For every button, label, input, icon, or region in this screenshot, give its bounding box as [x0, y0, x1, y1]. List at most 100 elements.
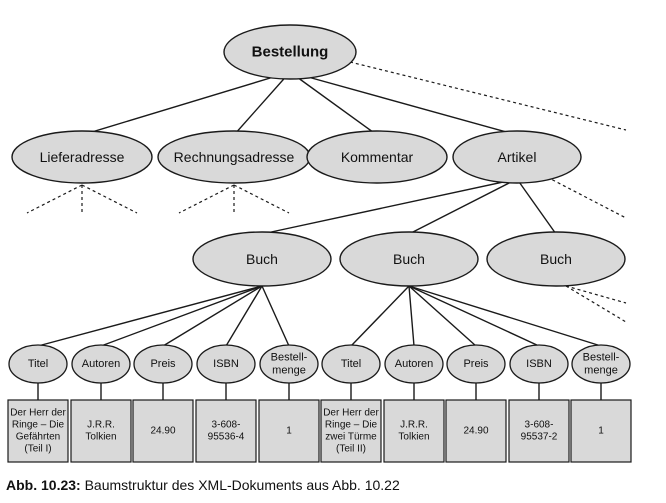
field-node-label: Preis	[463, 358, 489, 370]
leaf-value-box	[508, 399, 570, 463]
field-node-label: Preis	[150, 358, 176, 370]
node-buch-1: Buch	[192, 231, 332, 287]
edge-artikel-buch3	[516, 178, 557, 235]
node-artikel-label: Artikel	[498, 149, 537, 165]
edge-buch-field-6	[408, 285, 415, 347]
field-node-7: Preis	[446, 344, 506, 384]
tree-nodes: Bestellung Lieferadresse Rechnungsadresse K…	[8, 24, 631, 384]
field-node-label: Autoren	[395, 358, 434, 370]
leaf-value-2: 24.90	[132, 399, 194, 463]
field-node-1: Autoren	[71, 344, 131, 384]
field-node-shape	[133, 344, 193, 384]
node-bestellung-label: Bestellung	[252, 44, 329, 61]
leaf-value-box	[132, 399, 194, 463]
field-node-9: Bestell-menge	[571, 344, 631, 384]
node-buch-2-shape	[339, 231, 479, 287]
node-kommentar: Kommentar	[306, 130, 448, 184]
leaf-value-text: (Teil I)	[24, 444, 51, 455]
leaf-value-9: 1	[570, 399, 632, 463]
field-node-shape	[259, 344, 319, 384]
field-node-0: Titel	[8, 344, 68, 384]
field-node-label: Titel	[28, 358, 48, 370]
leaf-value-3: 3-608-95536-4	[195, 399, 257, 463]
leaf-value-text: J.R.R.	[400, 420, 428, 431]
leaf-value-text: Der Herr der	[10, 408, 66, 419]
node-buch-2-label: Buch	[393, 251, 425, 267]
field-node-shape	[8, 344, 68, 384]
edge-buch3-dashed-b	[565, 285, 627, 323]
leaf-value-text: (Teil II)	[336, 444, 366, 455]
field-node-5: Titel	[321, 344, 381, 384]
field-node-label: ISBN	[213, 358, 239, 370]
field-node-label: Autoren	[82, 358, 121, 370]
leaf-value-text: 1	[598, 426, 604, 437]
edge-address-0-right-dashed	[81, 184, 138, 214]
field-node-shape	[71, 344, 131, 384]
tree-edges	[26, 61, 627, 400]
edge-buch-field-2	[162, 285, 263, 347]
field-node-label: Bestell-	[271, 351, 308, 363]
node-artikel-shape	[452, 130, 582, 184]
edge-buch-field-3	[225, 285, 263, 347]
edge-buch-field-1	[100, 285, 263, 347]
edge-address-1-left-dashed	[178, 184, 235, 214]
node-buch-1-shape	[192, 231, 332, 287]
node-buch-2: Buch	[339, 231, 479, 287]
field-node-label: menge	[584, 365, 618, 377]
leaf-value-text: 24.90	[150, 426, 175, 437]
leaf-value-1: J.R.R.Tolkien	[70, 399, 132, 463]
leaf-value-text: Tolkien	[85, 432, 116, 443]
edge-buch-field-4	[261, 285, 290, 347]
edge-buch-field-0	[37, 285, 263, 347]
leaf-value-box	[445, 399, 507, 463]
field-node-label: Titel	[341, 358, 361, 370]
edge-buch3-dashed-a	[565, 285, 627, 304]
edge-artikel-buch2	[408, 178, 518, 235]
edge-root-artikel	[289, 71, 518, 136]
caption-label: Abb. 10.23:	[6, 477, 81, 493]
edge-buch-field-7	[408, 285, 477, 347]
leaf-value-text: Gefährten	[16, 432, 60, 443]
field-node-label: ISBN	[526, 358, 552, 370]
leaf-value-text: 1	[286, 426, 292, 437]
node-kommentar-shape	[306, 130, 448, 184]
leaf-value-8: 3-608-95537-2	[508, 399, 570, 463]
field-node-label: Bestell-	[583, 351, 620, 363]
leaf-value-text: J.R.R.	[87, 420, 115, 431]
node-lieferadresse-shape	[11, 130, 153, 184]
node-buch-3: Buch	[486, 231, 626, 287]
leaf-value-text: zwei Türme	[325, 432, 377, 443]
leaf-value-text: Tolkien	[398, 432, 429, 443]
edge-artikel-more-dashed	[546, 176, 627, 219]
field-node-shape	[321, 344, 381, 384]
node-bestellung: Bestellung	[223, 24, 357, 80]
node-lieferadresse-label: Lieferadresse	[40, 149, 125, 165]
leaf-value-box	[258, 399, 320, 463]
leaf-value-box	[570, 399, 632, 463]
edge-root-rechnungsadresse	[233, 71, 291, 136]
leaf-value-4: 1	[258, 399, 320, 463]
field-node-8: ISBN	[509, 344, 569, 384]
node-artikel: Artikel	[452, 130, 582, 184]
node-buch-3-shape	[486, 231, 626, 287]
edge-buch-field-5	[350, 285, 410, 347]
field-node-shape	[446, 344, 506, 384]
edge-buch-field-9	[408, 285, 602, 347]
field-node-4: Bestell-menge	[259, 344, 319, 384]
edge-root-more-dashed	[349, 61, 627, 131]
field-node-2: Preis	[133, 344, 193, 384]
field-node-shape	[384, 344, 444, 384]
node-rechnungsadresse: Rechnungsadresse	[157, 130, 311, 184]
figure-caption: Abb. 10.23: Baumstruktur des XML-Dokumen…	[6, 477, 400, 493]
leaf-value-box	[195, 399, 257, 463]
leaf-value-7: 24.90	[445, 399, 507, 463]
node-buch-1-label: Buch	[246, 251, 278, 267]
leaf-value-box	[383, 399, 445, 463]
leaf-value-box	[70, 399, 132, 463]
field-node-label: menge	[272, 365, 306, 377]
field-node-shape	[196, 344, 256, 384]
field-node-3: ISBN	[196, 344, 256, 384]
leaf-value-box	[7, 399, 69, 463]
